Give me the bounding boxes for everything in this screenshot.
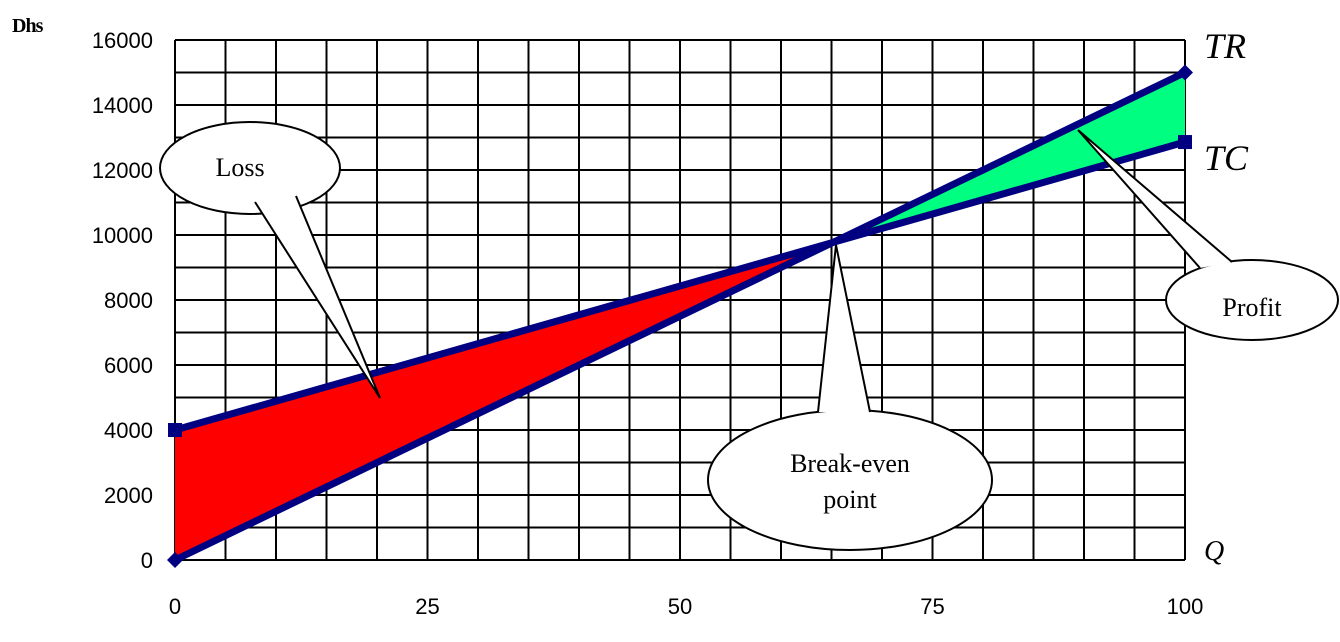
break-even-callout-line-2: point bbox=[823, 485, 877, 514]
series-lines bbox=[167, 64, 1193, 568]
series-line-tr bbox=[171, 69, 1189, 564]
y-tick-label: 14000 bbox=[92, 93, 153, 118]
y-tick-label: 4000 bbox=[104, 418, 153, 443]
y-tick-labels: 0 2000 4000 6000 8000 10000 12000 14000 16000 bbox=[92, 28, 153, 573]
series-label-tc: TC bbox=[1204, 138, 1249, 178]
y-tick-label: 8000 bbox=[104, 288, 153, 313]
profit-callout-text: Profit bbox=[1222, 293, 1282, 322]
break-even-callout: Break-even point bbox=[707, 244, 993, 551]
x-tick-label: 50 bbox=[668, 594, 692, 619]
x-axis-label: Q bbox=[1204, 536, 1224, 567]
y-tick-label: 12000 bbox=[92, 158, 153, 183]
x-tick-label: 100 bbox=[1167, 594, 1204, 619]
series-point-tr bbox=[167, 552, 183, 568]
x-tick-labels: 0 25 50 75 100 bbox=[169, 594, 1203, 619]
series-point-tr bbox=[1177, 64, 1193, 81]
loss-callout: Loss bbox=[159, 121, 381, 399]
y-tick-label: 10000 bbox=[92, 223, 153, 248]
x-tick-label: 25 bbox=[415, 594, 439, 619]
series-point-tc bbox=[1178, 135, 1192, 150]
y-tick-label: 2000 bbox=[104, 483, 153, 508]
x-tick-label: 0 bbox=[169, 594, 181, 619]
y-tick-label: 16000 bbox=[92, 28, 153, 53]
y-axis-label: Dhs bbox=[12, 15, 44, 37]
x-tick-label: 75 bbox=[920, 594, 944, 619]
y-tick-label: 0 bbox=[141, 548, 153, 573]
y-tick-label: 6000 bbox=[104, 353, 153, 378]
profit-callout: Profit bbox=[1077, 129, 1339, 341]
series-line-tc bbox=[171, 138, 1189, 434]
break-even-callout-line-1: Break-even bbox=[790, 449, 910, 478]
series-point-tc bbox=[168, 423, 182, 437]
loss-callout-text: Loss bbox=[215, 153, 264, 182]
series-label-tr: TR bbox=[1204, 26, 1246, 66]
